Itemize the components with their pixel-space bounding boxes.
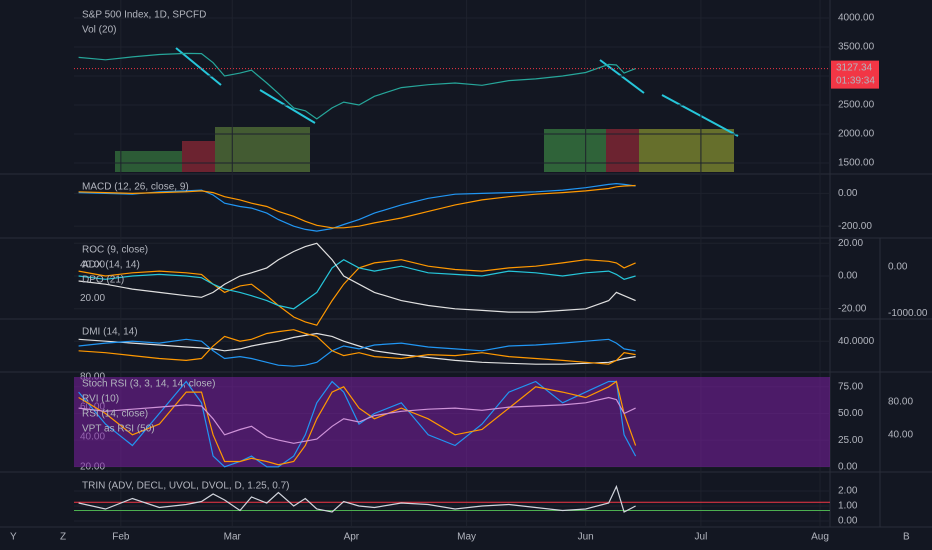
toolbar-button[interactable]: Y bbox=[10, 532, 17, 543]
y-tick-label: -1000.00 bbox=[888, 308, 928, 319]
pane-label: DMI (14, 14) bbox=[82, 327, 138, 338]
series-line bbox=[78, 332, 636, 365]
y-tick-label: 1.00 bbox=[838, 501, 858, 512]
y-tick-label: 50.00 bbox=[838, 408, 863, 419]
zone bbox=[606, 129, 639, 172]
series-line bbox=[78, 380, 637, 466]
series-line bbox=[78, 396, 636, 444]
pane-label: Vol (20) bbox=[82, 25, 116, 36]
y-tick-label: 4000.00 bbox=[838, 13, 875, 24]
countdown: 01:39:34 bbox=[836, 75, 875, 86]
series-line bbox=[78, 380, 637, 468]
volume-zones bbox=[115, 127, 734, 172]
x-tick-label: Aug bbox=[811, 532, 829, 543]
pane-label: RVI (10) bbox=[82, 394, 119, 405]
series-line bbox=[78, 242, 636, 313]
y-tick-label: 20.00 bbox=[80, 293, 105, 304]
y-tick-label: 0.00 bbox=[838, 516, 858, 527]
y-tick-label: 25.00 bbox=[838, 435, 863, 446]
zone bbox=[182, 141, 215, 172]
toolbar-button[interactable]: B bbox=[903, 532, 910, 543]
y-tick-label: 40.0000 bbox=[838, 336, 875, 347]
y-tick-label: 40.00 bbox=[80, 260, 105, 271]
pane-label: VPT as RSI (50) bbox=[82, 424, 155, 435]
pane-label: ROC (9, close) bbox=[82, 245, 148, 256]
y-tick-label: -20.00 bbox=[838, 303, 867, 314]
pane-label: DPO (21) bbox=[82, 275, 124, 286]
series-line bbox=[78, 182, 636, 232]
toolbar-button[interactable]: Z bbox=[60, 532, 66, 543]
series-line bbox=[78, 258, 636, 310]
y-tick-label: 20.00 bbox=[80, 462, 105, 473]
pane-label: TRIN (ADV, DECL, UVOL, DVOL, D, 1.25, 0.… bbox=[82, 481, 289, 492]
price-box bbox=[831, 60, 879, 89]
pane-label: ADX (14, 14) bbox=[82, 260, 140, 271]
y-tick-label: -200.00 bbox=[838, 221, 872, 232]
series-line bbox=[78, 52, 636, 120]
y-tick-label: 40.00 bbox=[888, 430, 913, 441]
pane-label: Stoch RSI (3, 3, 14, 14, close) bbox=[82, 379, 215, 390]
x-tick-label: May bbox=[457, 532, 476, 543]
y-tick-label: 0.00 bbox=[838, 461, 858, 472]
series-line bbox=[78, 259, 636, 326]
x-tick-label: Apr bbox=[344, 532, 360, 543]
series-line bbox=[78, 329, 636, 365]
series-line bbox=[78, 184, 636, 229]
y-tick-label: 2000.00 bbox=[838, 129, 875, 140]
zone bbox=[639, 129, 734, 172]
x-tick-label: Feb bbox=[112, 532, 130, 543]
y-tick-label: 0.00 bbox=[888, 262, 908, 273]
y-tick-label: 75.00 bbox=[838, 381, 863, 392]
y-tick-label: 2.00 bbox=[838, 486, 858, 497]
x-tick-label: Jul bbox=[695, 532, 708, 543]
zone bbox=[115, 151, 182, 172]
band bbox=[74, 377, 830, 467]
pane-label: MACD (12, 26, close, 9) bbox=[82, 182, 189, 193]
zone bbox=[544, 129, 606, 172]
x-tick-label: Jun bbox=[578, 532, 594, 543]
y-tick-label: 80.00 bbox=[888, 397, 913, 408]
y-tick-label: 3500.00 bbox=[838, 42, 875, 53]
pane-label: RSI (14, close) bbox=[82, 409, 148, 420]
price-label: 3127.34 bbox=[836, 62, 873, 73]
pane-label: S&P 500 Index, 1D, SPCFD bbox=[82, 10, 206, 21]
y-tick-label: 0.00 bbox=[838, 188, 858, 199]
y-tick-label: 1500.00 bbox=[838, 158, 875, 169]
y-tick-label: 2500.00 bbox=[838, 100, 875, 111]
y-tick-label: 20.00 bbox=[838, 238, 863, 249]
trend-line bbox=[661, 94, 739, 137]
series-line bbox=[78, 484, 636, 513]
y-tick-label: 0.00 bbox=[838, 271, 858, 282]
x-tick-label: Mar bbox=[224, 532, 242, 543]
trend-line bbox=[175, 47, 222, 86]
trend-line bbox=[259, 89, 316, 124]
